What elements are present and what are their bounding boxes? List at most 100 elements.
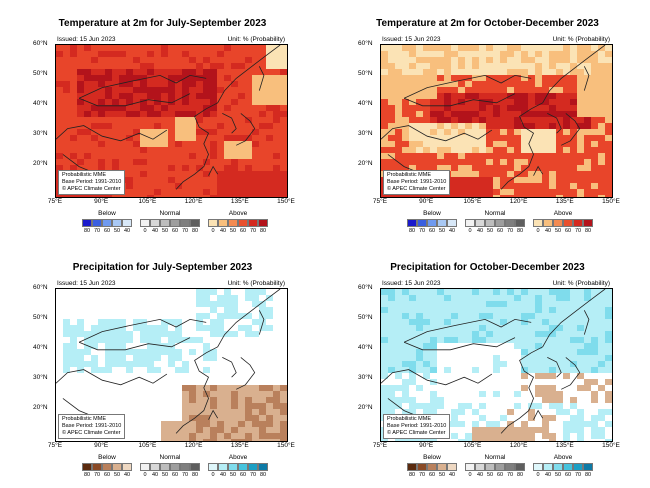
probability-cell [112, 361, 119, 367]
probability-cell [486, 81, 493, 87]
probability-cell [430, 355, 437, 361]
probability-cell [56, 135, 63, 141]
probability-cell [402, 135, 409, 141]
probability-cell [266, 51, 273, 57]
probability-cell [514, 63, 521, 69]
probability-cell [486, 123, 493, 129]
probability-cell [133, 349, 140, 355]
probability-cell [147, 111, 154, 117]
probability-cell [402, 319, 409, 325]
probability-cell [486, 189, 493, 195]
probability-cell [584, 171, 591, 177]
probability-cell [444, 331, 451, 337]
probability-cell [63, 165, 70, 171]
probability-cell [549, 147, 556, 153]
probability-cell [70, 81, 77, 87]
probability-cell [395, 105, 402, 111]
probability-cell [556, 69, 563, 75]
probability-cell [605, 141, 612, 147]
issued-date: Issued: 15 Jun 2023 [57, 36, 116, 43]
probability-cell [514, 195, 521, 197]
probability-cell [451, 57, 458, 63]
probability-cell [217, 99, 224, 105]
probability-cell [105, 105, 112, 111]
probability-cell [140, 195, 147, 197]
legend-tick: 80 [259, 228, 267, 234]
probability-cell [402, 153, 409, 159]
probability-cell [381, 295, 388, 301]
probability-cell [395, 301, 402, 307]
probability-cell [266, 159, 273, 165]
probability-cell [133, 75, 140, 81]
probability-cell [63, 81, 70, 87]
probability-cell [245, 147, 252, 153]
probability-cell [63, 129, 70, 135]
legend-tick: 0 [468, 228, 472, 234]
probability-cell [598, 99, 605, 105]
probability-cell [91, 135, 98, 141]
probability-cell [231, 105, 238, 111]
legend-tick: 70 [93, 228, 101, 234]
probability-cell [598, 153, 605, 159]
probability-cell [147, 195, 154, 197]
probability-cell [598, 177, 605, 183]
probability-cell [563, 147, 570, 153]
probability-cell [591, 195, 598, 197]
probability-cell [70, 361, 77, 367]
probability-cell [542, 183, 549, 189]
probability-cell [430, 69, 437, 75]
probability-cell [605, 159, 612, 165]
probability-cell [437, 307, 444, 313]
probability-cell [563, 141, 570, 147]
legend-swatch [437, 219, 447, 227]
probability-cell [77, 159, 84, 165]
probability-cell [70, 57, 77, 63]
probability-cell [259, 319, 266, 325]
probability-cell [154, 129, 161, 135]
probability-cell [451, 177, 458, 183]
probability-cell [175, 99, 182, 105]
probability-cell [388, 355, 395, 361]
probability-cell [423, 367, 430, 373]
probability-cell [549, 69, 556, 75]
probability-cell [105, 331, 112, 337]
probability-cell [105, 141, 112, 147]
probability-cell [437, 159, 444, 165]
probability-cell [486, 45, 493, 51]
probability-cell [437, 397, 444, 403]
probability-cell [77, 331, 84, 337]
probability-cell [409, 373, 416, 379]
probability-cell [500, 195, 507, 197]
probability-cell [507, 99, 514, 105]
probability-cell [168, 171, 175, 177]
probability-cell [224, 129, 231, 135]
probability-cell [521, 189, 528, 195]
probability-cell [409, 81, 416, 87]
probability-cell [409, 87, 416, 93]
probability-cell [381, 153, 388, 159]
probability-cell [238, 141, 245, 147]
legend-tick: 40 [476, 228, 484, 234]
probability-cell [154, 171, 161, 177]
probability-cell [133, 93, 140, 99]
probability-cell [91, 105, 98, 111]
probability-cell [521, 105, 528, 111]
probability-cell [451, 129, 458, 135]
probability-cell [140, 57, 147, 63]
probability-cell [133, 189, 140, 195]
probability-cell [416, 99, 423, 105]
legend-swatch [248, 463, 258, 471]
probability-cell [175, 45, 182, 51]
probability-cell [154, 63, 161, 69]
probability-cell [451, 147, 458, 153]
probability-cell [217, 313, 224, 319]
probability-cell [437, 51, 444, 57]
probability-cell [140, 105, 147, 111]
legend-swatch [258, 219, 268, 227]
probability-cell [423, 117, 430, 123]
probability-cell [465, 177, 472, 183]
probability-cell [259, 385, 266, 391]
probability-cell [409, 325, 416, 331]
probability-cell [154, 123, 161, 129]
probability-cell [238, 409, 245, 415]
